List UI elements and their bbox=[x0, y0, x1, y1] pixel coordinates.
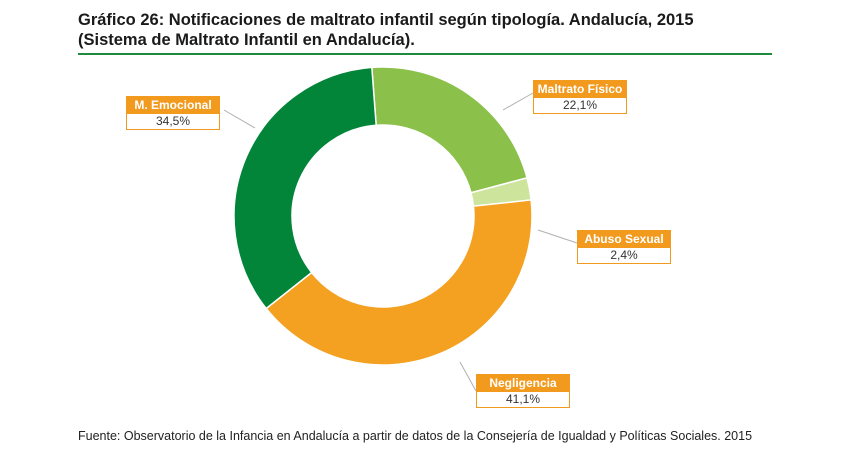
chart-title-line-2: (Sistema de Maltrato Infantil en Andaluc… bbox=[78, 31, 415, 49]
callout-m-emocional: M. Emocional 34,5% bbox=[126, 96, 220, 130]
donut-slice-negligencia bbox=[265, 199, 533, 366]
slice-value-abuso-sexual: 2,4% bbox=[610, 248, 638, 262]
chart-title: Gráfico 26: Notificaciones de maltrato i… bbox=[78, 10, 778, 50]
slice-label-maltrato-fisico: Maltrato Físico bbox=[534, 81, 626, 98]
leader-line-maltrato-fisico bbox=[502, 92, 534, 111]
donut-slice-maltrato-fisico bbox=[371, 66, 528, 194]
slice-label-negligencia: Negligencia bbox=[477, 375, 569, 392]
callout-maltrato-fisico: Maltrato Físico 22,1% bbox=[533, 80, 627, 114]
slice-label-abuso-sexual: Abuso Sexual bbox=[578, 231, 670, 248]
leader-line-m-emocional bbox=[223, 109, 256, 129]
source-note: Fuente: Observatorio de la Infancia en A… bbox=[78, 429, 753, 443]
leader-line-abuso-sexual bbox=[537, 229, 578, 244]
title-divider bbox=[78, 53, 772, 55]
slice-label-m-emocional: M. Emocional bbox=[127, 97, 219, 114]
callout-negligencia: Negligencia 41,1% bbox=[476, 374, 570, 408]
slice-value-maltrato-fisico: 22,1% bbox=[562, 98, 598, 112]
callout-abuso-sexual: Abuso Sexual 2,4% bbox=[577, 230, 671, 264]
donut-slice-m-emocional bbox=[233, 66, 377, 310]
slice-value-m-emocional: 34,5% bbox=[155, 114, 191, 128]
chart-title-line-1: Gráfico 26: Notificaciones de maltrato i… bbox=[78, 11, 694, 29]
leader-line-negligencia bbox=[459, 361, 477, 392]
slice-value-negligencia: 41,1% bbox=[505, 392, 541, 406]
